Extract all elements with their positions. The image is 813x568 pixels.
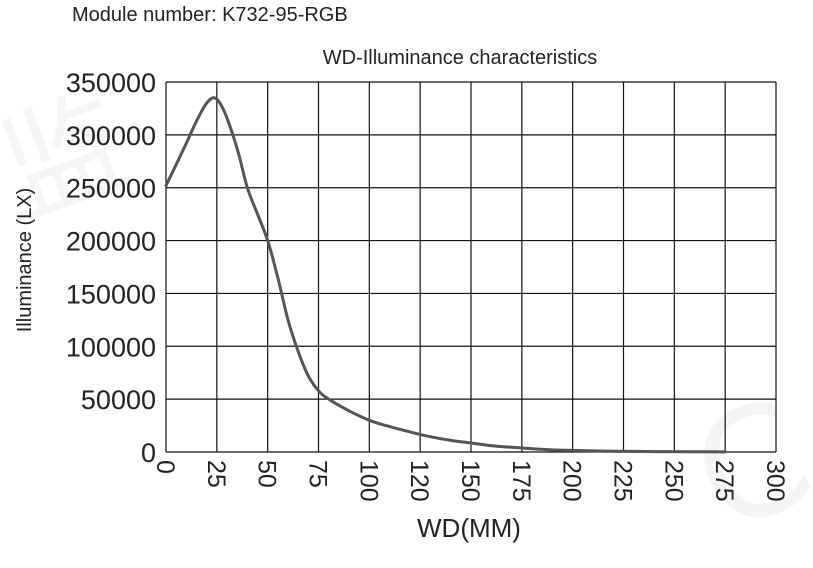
x-tick-label: 225 xyxy=(609,460,637,502)
chart-title: WD-Illuminance characteristics xyxy=(323,47,598,69)
x-tick-label: 250 xyxy=(659,460,687,502)
x-tick-label: 100 xyxy=(354,460,382,502)
x-tick-label: 120 xyxy=(405,460,433,502)
y-tick-label: 350000 xyxy=(66,68,156,98)
x-tick-label: 25 xyxy=(202,460,230,488)
x-tick-label: 175 xyxy=(507,460,535,502)
y-tick-label: 100000 xyxy=(66,332,156,362)
y-tick-label: 250000 xyxy=(66,174,156,204)
x-tick-label: 275 xyxy=(710,460,738,502)
x-tick-label: 300 xyxy=(761,460,789,502)
module-number-label: Module number: K732-95-RGB xyxy=(72,4,348,26)
y-tick-label: 300000 xyxy=(66,121,156,151)
illuminance-curve xyxy=(164,96,727,454)
y-tick-label: 0 xyxy=(141,438,156,468)
illuminance-chart: WD-Illuminance characteristics 0 50000 100… xyxy=(14,47,789,543)
x-tick-label: 50 xyxy=(253,460,281,488)
x-axis-label: WD(MM) xyxy=(417,513,521,543)
y-tick-label: 200000 xyxy=(66,227,156,257)
y-tick-label: 50000 xyxy=(81,385,156,415)
x-tick-label: 150 xyxy=(456,460,484,502)
grid xyxy=(165,81,777,453)
x-tick-label: 0 xyxy=(151,460,179,474)
x-tick-label: 75 xyxy=(304,460,332,488)
x-tick-labels: 0 25 50 75 100 120 150 175 200 225 250 275 300 xyxy=(151,460,789,502)
x-tick-label: 200 xyxy=(558,460,586,502)
y-tick-label: 150000 xyxy=(66,279,156,309)
y-tick-labels: 0 50000 100000 150000 200000 250000 300000 3500… xyxy=(66,68,156,468)
y-axis-label: Illuminance (LX) xyxy=(14,188,36,333)
